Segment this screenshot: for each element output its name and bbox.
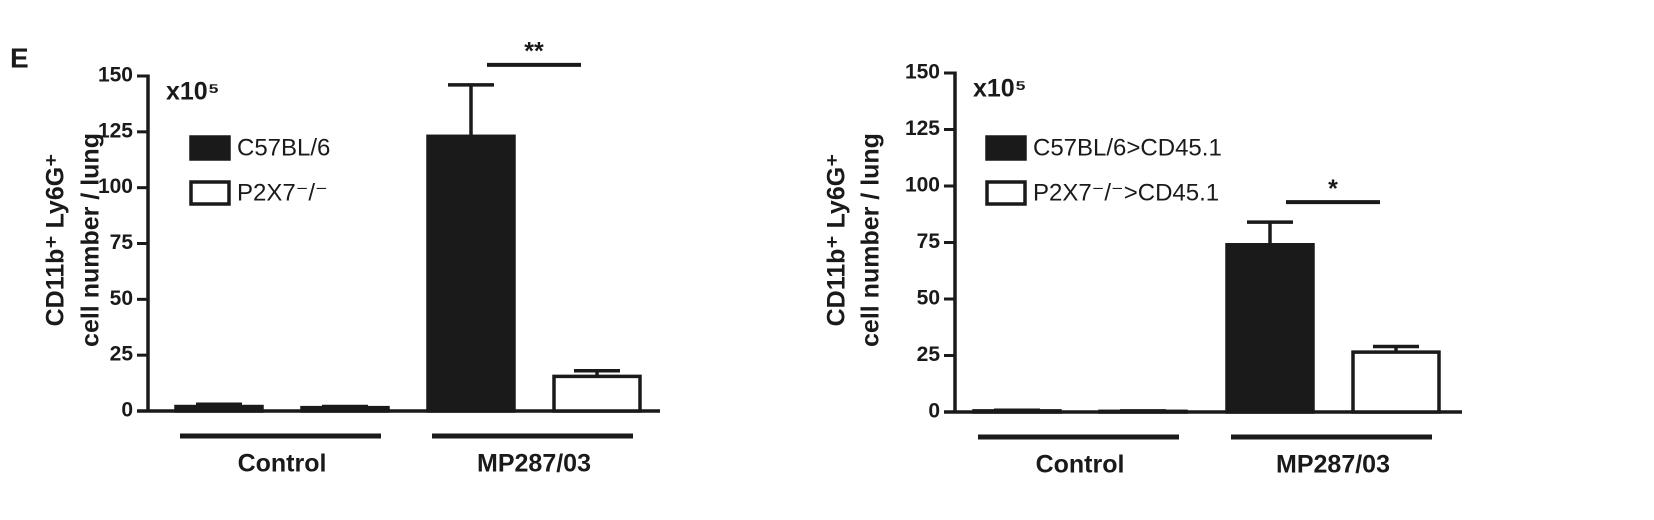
y-tick-label: 150 — [98, 64, 133, 87]
y-tick-label: 75 — [110, 231, 134, 254]
bar — [1225, 243, 1315, 414]
y-axis-label: cell number / lung — [857, 133, 885, 347]
legend-swatch — [985, 135, 1027, 161]
y-tick-label: 25 — [917, 343, 941, 366]
y-tick-label: 150 — [905, 61, 940, 84]
bar — [174, 404, 264, 413]
y-axis-label: CD11b⁺ Ly6G⁺ — [823, 154, 851, 327]
x-tick-label: Control — [238, 450, 327, 478]
bar — [300, 405, 390, 413]
panel-label: E — [10, 42, 29, 73]
legend-swatch — [985, 180, 1027, 206]
y-tick-label: 0 — [121, 399, 133, 422]
y-tick-label: 0 — [928, 400, 940, 423]
legend-label: P2X7⁻/⁻ — [237, 179, 328, 206]
bar — [1351, 350, 1441, 414]
y-axis-label: cell number / lung — [77, 133, 105, 347]
y-tick-label: 50 — [917, 287, 940, 310]
y-tick-label: 50 — [110, 287, 133, 310]
legend-label: C57BL/6>CD45.1 — [1033, 134, 1222, 161]
y-tick-label: 75 — [917, 230, 941, 253]
axis-multiplier: x10⁵ — [973, 75, 1026, 103]
x-tick-label: MP287/03 — [477, 450, 591, 478]
significance-label: ** — [524, 38, 544, 66]
y-tick-label: 125 — [905, 117, 940, 140]
y-axis-label: CD11b⁺ Ly6G⁺ — [42, 154, 70, 327]
y-tick-label: 100 — [98, 175, 133, 198]
bar — [972, 409, 1062, 414]
bar — [552, 374, 642, 413]
significance-label: * — [1328, 175, 1338, 203]
legend-swatch — [189, 180, 231, 206]
legend-label: C57BL/6 — [237, 134, 330, 161]
bar — [1098, 409, 1188, 414]
legend-swatch — [189, 135, 231, 161]
legend-label: P2X7⁻/⁻>CD45.1 — [1033, 179, 1219, 206]
y-tick-label: 25 — [110, 343, 134, 366]
axis-multiplier: x10⁵ — [166, 78, 219, 106]
x-tick-label: MP287/03 — [1276, 451, 1390, 479]
bar — [426, 134, 516, 413]
y-tick-label: 125 — [98, 119, 133, 142]
y-tick-label: 100 — [905, 174, 940, 197]
x-tick-label: Control — [1036, 451, 1125, 479]
